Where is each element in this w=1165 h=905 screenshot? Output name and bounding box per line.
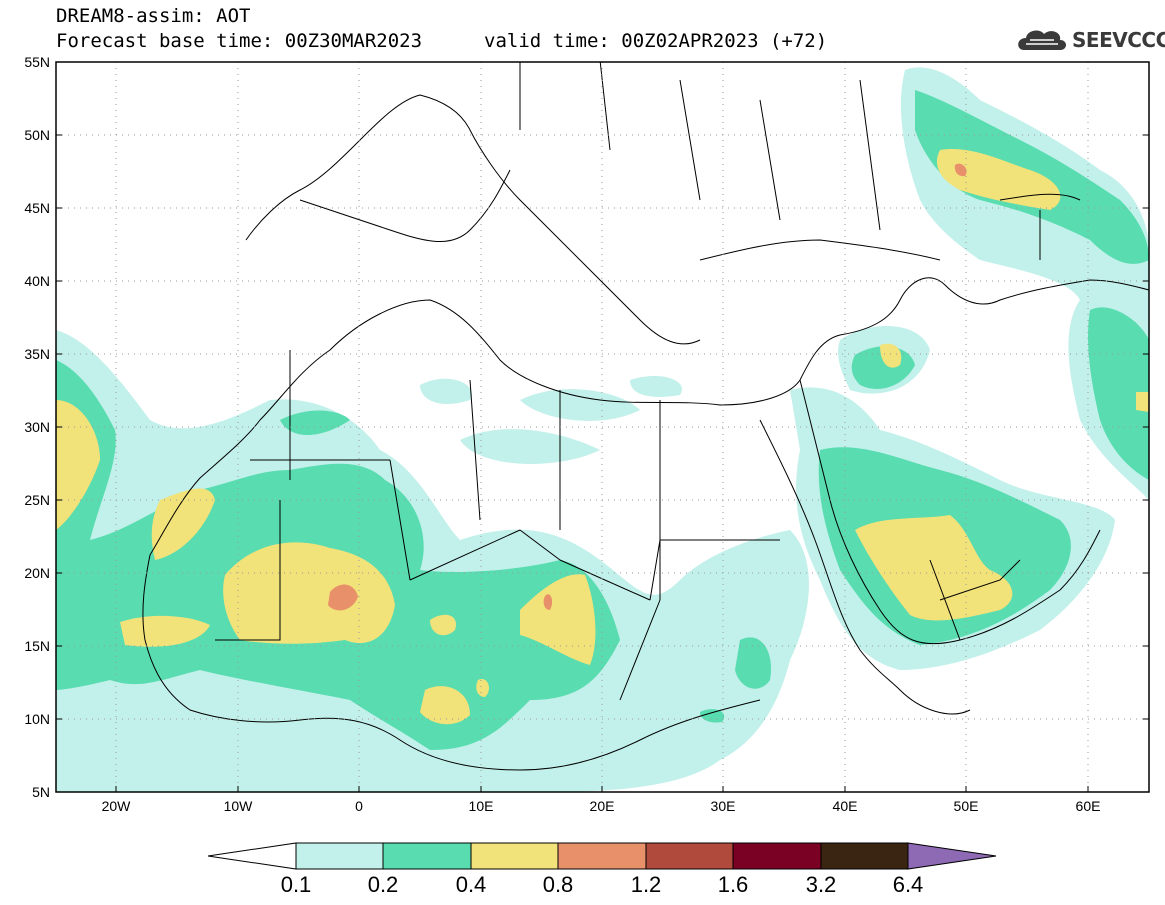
lat-label: 20N	[24, 565, 50, 581]
lat-label: 35N	[24, 346, 50, 362]
colorbar-label: 0.1	[281, 872, 312, 897]
cloud-logo-icon	[1018, 30, 1066, 50]
colorbar-label: 6.4	[893, 872, 924, 897]
colorbar-box	[645, 842, 734, 870]
colorbar-box	[732, 842, 822, 870]
lat-label: 40N	[24, 273, 50, 289]
lon-label: 10E	[469, 798, 494, 814]
coastlines-borders	[142, 62, 1149, 771]
colorbar-label: 1.2	[631, 872, 662, 897]
longitude-labels: 20W 10W 0 10E 20E 30E 40E 50E 60E	[102, 798, 1101, 814]
lat-label: 55N	[24, 54, 50, 70]
lat-label: 15N	[24, 638, 50, 654]
colorbar-box	[470, 842, 559, 870]
lat-label: 30N	[24, 419, 50, 435]
colorbar-label: 0.4	[456, 872, 487, 897]
lon-label: 50E	[954, 798, 979, 814]
lat-label: 45N	[24, 200, 50, 216]
seevccc-logo: SEEVCCC	[1072, 28, 1165, 52]
colorbar-label: 1.6	[718, 872, 749, 897]
colorbar-under-arrow	[207, 842, 297, 870]
valid-time: valid time: 00Z02APR2023 (+72)	[484, 30, 828, 52]
lat-label: 25N	[24, 492, 50, 508]
tick-marks	[56, 134, 1149, 792]
aot-field	[56, 67, 1149, 792]
lon-label: 20W	[102, 798, 132, 814]
colorbar-box	[557, 842, 647, 870]
colorbar-over-arrow	[907, 842, 997, 870]
lon-label: 10W	[224, 798, 254, 814]
colorbar-label: 0.8	[543, 872, 574, 897]
lon-label: 30E	[711, 798, 736, 814]
map-title: DREAM8-assim: AOT	[56, 5, 251, 27]
colorbar-box	[820, 842, 909, 870]
latitude-labels: 55N 50N 45N 40N 35N 30N 25N 20N 15N 10N …	[24, 54, 50, 800]
colorbar	[207, 842, 997, 870]
lon-label: 40E	[833, 798, 858, 814]
colorbar-label: 0.2	[368, 872, 399, 897]
lon-label: 0	[355, 798, 363, 814]
lat-label: 10N	[24, 711, 50, 727]
forecast-base-time: Forecast base time: 00Z30MAR2023	[56, 30, 423, 52]
colorbar-box	[382, 842, 472, 870]
lon-label: 20E	[590, 798, 615, 814]
lon-label: 60E	[1076, 798, 1101, 814]
colorbar-label: 3.2	[806, 872, 837, 897]
lat-label: 50N	[24, 127, 50, 143]
lat-label: 5N	[32, 784, 50, 800]
colorbar-labels: 0.1 0.2 0.4 0.8 1.2 1.6 3.2 6.4	[281, 872, 924, 897]
colorbar-box	[295, 842, 384, 870]
gridlines	[56, 62, 1149, 792]
